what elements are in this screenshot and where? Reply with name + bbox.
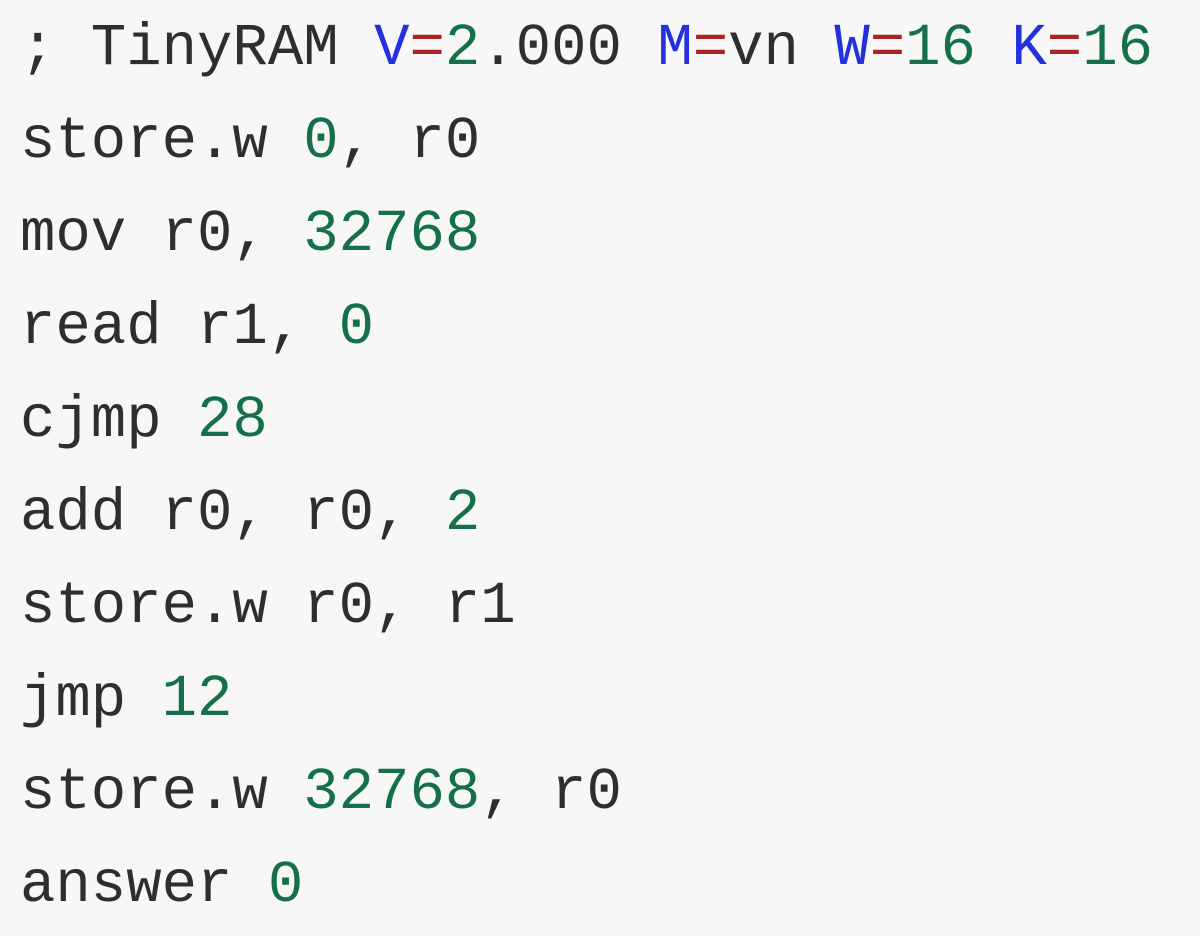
token-number: 32768 [303,759,481,826]
code-line: read r1, 0 [20,281,1200,374]
token-plain: jmp [20,666,162,733]
token-plain: , r0 [338,108,481,175]
token-name: W [834,15,870,82]
code-line: answer 0 [20,839,1200,932]
token-number: 2 [444,480,481,547]
code-line: add r0, r0, 2 [20,467,1200,560]
token-plain: ; TinyRAM [20,15,375,82]
token-plain: add r0, r0, [20,480,445,547]
code-line: mov r0, 32768 [20,188,1200,281]
code-line: store.w 32768, r0 [20,746,1200,839]
token-name: M [657,15,693,82]
token-number: 12 [161,666,233,733]
token-operator: = [1046,15,1083,82]
token-plain: mov r0, [20,201,304,268]
token-operator: = [692,15,729,82]
code-line: store.w r0, r1 [20,560,1200,653]
token-plain: read r1, [20,294,339,361]
code-line: jmp 12 [20,653,1200,746]
token-plain [976,15,1011,82]
token-number: 32768 [303,201,481,268]
token-name: K [1011,15,1047,82]
token-operator: = [869,15,906,82]
token-plain: store.w [20,759,304,826]
token-plain: answer [20,852,268,919]
token-plain: store.w r0, r1 [20,573,516,640]
code-line: ; TinyRAM V=2.000 M=vn W=16 K=16 [20,2,1200,95]
token-plain: vn [728,15,835,82]
token-number: 16 [905,15,976,82]
token-plain: .000 [480,15,658,82]
token-name: V [374,15,410,82]
code-line: store.w 0, r0 [20,95,1200,188]
token-number: 2 [444,15,481,82]
token-plain: , r0 [480,759,622,826]
token-number: 0 [303,108,339,175]
token-number: 28 [197,387,268,454]
token-number: 0 [338,294,375,361]
token-number: 16 [1082,15,1153,82]
code-line: cjmp 28 [20,374,1200,467]
token-number: 0 [267,852,304,919]
token-operator: = [409,15,445,82]
token-plain: store.w [20,108,304,175]
token-plain: cjmp [20,387,198,454]
